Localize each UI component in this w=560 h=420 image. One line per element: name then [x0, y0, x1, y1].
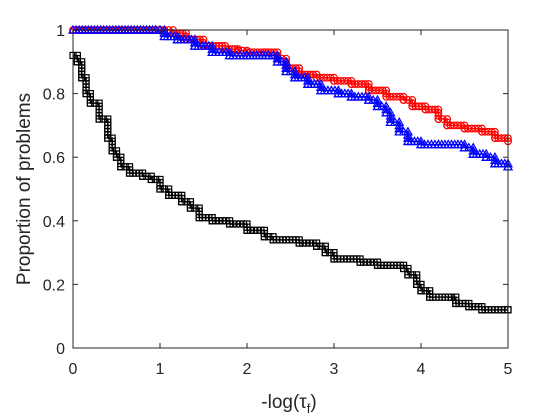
data-point — [315, 82, 326, 92]
data-point — [346, 88, 357, 98]
x-tick-label: 0 — [69, 361, 78, 378]
x-tick-label: 3 — [330, 361, 339, 378]
data-point — [95, 115, 103, 123]
data-point — [404, 271, 412, 279]
x-tick-label: 5 — [504, 361, 513, 378]
data-point — [189, 37, 200, 47]
y-tick-label: 0.4 — [43, 214, 65, 231]
data-point — [139, 172, 147, 180]
x-tick-label: 2 — [243, 361, 252, 378]
data-point — [172, 31, 183, 41]
data-point — [481, 148, 492, 158]
data-point — [321, 249, 329, 257]
y-tick-label: 1 — [56, 23, 65, 40]
data-point — [415, 136, 427, 146]
y-tick-label: 0.6 — [43, 150, 65, 167]
data-point — [381, 104, 392, 114]
data-point — [178, 198, 186, 206]
y-axis-label: Proportion of problems — [14, 93, 35, 285]
x-axis-label: -log(τf) — [261, 392, 316, 416]
series-3-markers — [69, 51, 512, 314]
data-point — [468, 145, 479, 155]
series-3 — [69, 51, 512, 314]
data-point — [399, 96, 408, 104]
y-tick-label: 0.2 — [43, 277, 65, 294]
axes-layer: 0 1 2 3 4 5 0 0.2 0.4 0.6 0.8 1 — [43, 23, 513, 378]
data-point — [159, 27, 170, 37]
data-point — [417, 287, 425, 295]
data-point — [394, 123, 405, 133]
data-point — [489, 155, 500, 165]
data-point — [272, 53, 283, 63]
data-point — [147, 175, 155, 184]
data-point — [207, 43, 218, 53]
data-point — [333, 85, 344, 95]
data-point — [313, 242, 321, 250]
x-tick-label: 4 — [417, 361, 426, 378]
data-point — [402, 132, 413, 142]
data-point — [434, 115, 443, 123]
data-point — [385, 113, 396, 123]
data-point — [117, 163, 125, 171]
x-tick-label: 1 — [156, 361, 165, 378]
data-point — [302, 75, 313, 85]
data-point — [156, 185, 164, 193]
data-point — [86, 99, 95, 107]
axes-box — [72, 29, 509, 349]
y-tick-label: 0 — [56, 341, 65, 358]
data-point — [186, 204, 195, 212]
y-tick-label: 0.8 — [43, 87, 65, 104]
data-point — [224, 47, 235, 57]
data-point — [281, 62, 292, 72]
data-point — [260, 233, 268, 241]
data-point — [459, 139, 470, 149]
data-point — [289, 69, 300, 79]
data-point — [372, 97, 383, 107]
data-point — [363, 91, 374, 101]
